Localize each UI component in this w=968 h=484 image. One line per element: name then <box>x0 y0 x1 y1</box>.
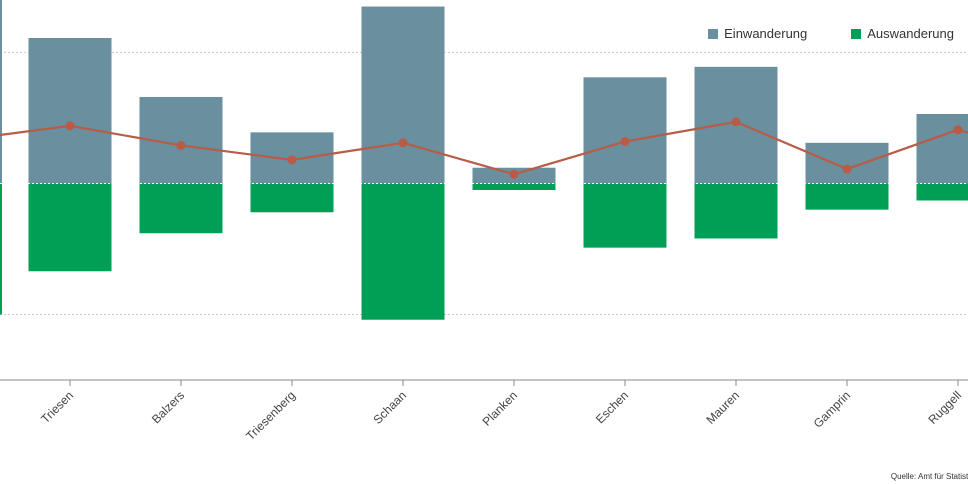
bar-emigration <box>28 183 112 272</box>
bar-group <box>0 0 968 320</box>
bar-emigration <box>583 183 667 248</box>
legend-swatch-immigration <box>708 28 719 39</box>
x-tick-label: Gamprin <box>811 388 853 430</box>
legend-item-immigration: Einwanderung <box>708 26 807 41</box>
net-point <box>620 137 630 147</box>
source-note: Quelle: Amt für Statistik <box>890 472 968 481</box>
legend-item-emigration: Auswanderung <box>851 26 954 41</box>
net-point <box>731 117 741 127</box>
bar-immigration <box>916 114 968 184</box>
x-tick-label: Eschen <box>593 388 631 426</box>
bar-emigration <box>250 183 334 213</box>
bar-immigration <box>583 77 667 184</box>
bar-emigration <box>361 183 445 320</box>
net-point <box>65 121 75 131</box>
net-point <box>953 125 963 135</box>
net-line-group <box>0 117 968 179</box>
bar-immigration <box>28 38 112 184</box>
x-axis: Triesen Balzers Triesenberg Schaan Planken Es… <box>0 379 968 443</box>
net-point <box>176 140 186 150</box>
bar-immigration-offscreen <box>0 0 2 184</box>
net-point <box>287 155 297 165</box>
x-tick-label: Balzers <box>149 388 187 426</box>
bar-emigration <box>805 183 889 210</box>
x-tick-label: Triesen <box>38 388 76 426</box>
x-tick-label: Planken <box>480 388 521 429</box>
x-tick-label: Ruggell <box>925 388 964 427</box>
bar-emigration-offscreen <box>0 183 2 315</box>
legend-swatch-emigration <box>851 28 862 39</box>
bar-emigration <box>139 183 223 234</box>
x-tick-label: Schaan <box>370 388 409 427</box>
bar-immigration <box>361 6 445 184</box>
net-point <box>398 138 408 148</box>
bar-emigration <box>694 183 778 239</box>
x-tick-label: Mauren <box>703 388 742 427</box>
x-tick-label: Triesenberg <box>243 388 298 443</box>
net-point <box>509 169 519 179</box>
legend: Einwanderung Auswanderung <box>708 26 954 41</box>
bar-emigration <box>472 183 556 190</box>
legend-label-emigration: Auswanderung <box>867 26 954 41</box>
net-point <box>842 164 852 174</box>
bar-immigration <box>805 142 889 184</box>
legend-label-immigration: Einwanderung <box>724 26 808 41</box>
bar-emigration <box>916 183 968 201</box>
